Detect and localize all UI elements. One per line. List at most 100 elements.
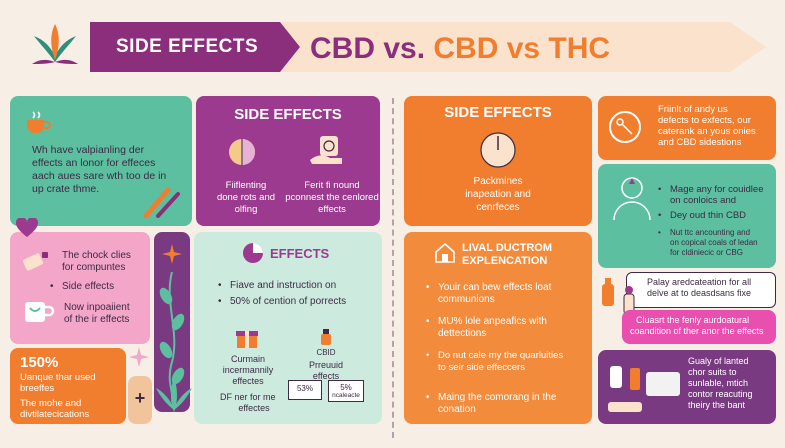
intro-line-3: aach aues sare wth too de in [32, 170, 167, 182]
effects-sub-left-1: Curmain [230, 354, 265, 364]
explanation-title-1: LIVAL DUCTROM [462, 242, 553, 254]
explanation-bullet-2a: MU% lole anpeafics with [426, 316, 547, 328]
house-icon [435, 242, 455, 263]
stat-card: 150% Uanque thar used breeffes The mohe … [10, 348, 126, 424]
header-arrow-banner [90, 22, 766, 72]
timer-icon [480, 132, 516, 168]
side-effects-left-text-2: done rots and [216, 192, 276, 203]
header-title-part2: CBD vs THC [433, 32, 611, 65]
purple-card-right: Gualy of lanted chor suits to sunlable, … [598, 350, 776, 424]
top-right-line-2: defects to exfects, our [658, 115, 751, 126]
pink-left-line-2: Side effects [50, 281, 114, 293]
effects-sub-left-2: incermannily [222, 365, 274, 375]
stat-line-2a: The mohe and [20, 398, 82, 409]
cannabis-leaf-icon [156, 378, 192, 412]
side-effects-left-text-1: Fiiflenting [225, 180, 267, 191]
effects-bullet-2: 50% of cention of porrects [218, 296, 346, 308]
intro-card: Wh have valpianling der effects an lonor… [10, 96, 192, 226]
purple-right-line-3: sunlable, mtich [688, 378, 749, 388]
scissors-icon [609, 111, 641, 143]
effects-sub-left-3: effectes [232, 376, 264, 386]
pink-right-line-2: coandition of ther anor the effects [630, 326, 764, 336]
teal-bullet-3c: for cldiniecic or CBG [670, 248, 743, 257]
cbd-hand-icon [310, 136, 342, 164]
explanation-bullet-1b: communions [438, 294, 495, 305]
heart-icon [16, 218, 38, 237]
intro-line-4: up crate thme. [32, 183, 100, 195]
effects-sub-left-bullet-2: effectes [238, 403, 270, 413]
side-effects-right-text-1: Ferit fi nound [304, 180, 360, 191]
effects-card: EFFECTS Fiave and instruction on 50% of … [194, 232, 382, 424]
callout-card: Palay aredcateation for all delve at to … [626, 272, 776, 308]
side-effects-right-1: Packmines [473, 176, 523, 187]
coffee-cup-icon [27, 111, 51, 133]
mini-box-2-label: ncaleacte [332, 392, 360, 399]
plus-card: + [128, 376, 152, 424]
stat-value: 150% [20, 354, 59, 371]
effects-bullet-1: Fiave and instruction on [218, 280, 336, 292]
explanation-card: LIVAL DUCTROM EXPLENCATION Youir can bew… [404, 232, 592, 424]
stat-line-2b: divtilatecications [20, 409, 90, 420]
pink-card-left: The chock clies for compuntes Side effec… [10, 232, 150, 344]
side-effects-title-left: SIDE EFFECTS [234, 106, 342, 123]
explanation-title-2: EXPLENCATION [462, 255, 548, 267]
header-title-part1: CBD vs. [310, 32, 434, 65]
products-icon [608, 366, 642, 412]
purple-right-line-5: theiry the bant [688, 400, 746, 410]
side-effects-right-2: inapeation and [465, 189, 531, 200]
side-effects-right-text-2: pconnest the cenlored [285, 192, 379, 203]
vine-leaves-icon [159, 272, 185, 402]
effects-sub-right-label: CBID [316, 348, 336, 357]
pink-flower-icon [129, 347, 149, 367]
explanation-bullet-4a: Maing the comorang in the [426, 392, 556, 404]
explanation-bullet-3b: to seir side effeccers [438, 362, 525, 373]
mini-box-2: 5% ncaleacte [328, 380, 364, 402]
oil-bottle-icon [321, 329, 331, 345]
flower-icon [162, 244, 182, 264]
person-icon [613, 177, 651, 221]
purple-right-line-4: contor reacuting [688, 389, 753, 399]
pink-left-line-1b: for compuntes [62, 262, 126, 273]
mug-icon [25, 302, 55, 322]
intro-line-2: effects an lonor for effeces [32, 157, 156, 169]
leaf-strip [154, 232, 190, 412]
pink-right-line-1: Cluasrt the fenly aurdoatural [636, 315, 750, 325]
teal-bullet-2: Dey oud thin CBD [658, 210, 746, 221]
effects-sub-left-bullet-1: DF ner for me [220, 392, 276, 402]
teal-bullet-1b: on conloics and [670, 195, 737, 206]
teal-bullet-3b: on copical coals of ledan [670, 238, 758, 247]
effects-sub-right-1: Prreuuid [308, 360, 344, 370]
explanation-bullet-4b: conation [438, 404, 476, 415]
top-right-line-4: and CBD sidestions [658, 137, 742, 148]
purple-right-line-1: Gualy of lanted [688, 356, 749, 366]
pink-left-line-3b: of the ir effects [64, 314, 130, 325]
dropper-bottle-icon [22, 252, 48, 271]
stat-line-1a: Uanque thar used [20, 372, 96, 383]
side-effects-title-right: SIDE EFFECTS [444, 104, 552, 121]
teal-bullet-1a: Mage any for couidlee [658, 184, 764, 195]
banner-label: SIDE EFFECTS [116, 36, 259, 57]
purple-right-line-2: chor suits to [688, 367, 737, 377]
top-right-line-3: caterank an yous onies [658, 126, 756, 137]
pink-card-right: Cluasrt the fenly aurdoatural coandition… [622, 310, 776, 344]
teal-card-right: Mage any for couidlee on conloics and De… [598, 164, 776, 268]
mini-box-1-value: 53% [296, 384, 313, 393]
bottle-icon [602, 278, 614, 306]
herb-sprig-icon [143, 187, 180, 218]
effects-sub-right-2: effects [312, 371, 340, 381]
plus-icon: + [134, 388, 146, 408]
callout-line-1: Palay aredcateation for all [647, 277, 752, 287]
header-title: CBD vs. CBD vs THC [310, 31, 610, 66]
dropper-icon [623, 286, 635, 315]
header: SIDE EFFECTS CBD vs. CBD vs THC [0, 0, 785, 82]
pink-left-line-1a: The chock clies [62, 250, 131, 261]
side-effects-right-text-3: effects [318, 204, 346, 215]
mini-box-1: 53% [288, 380, 322, 400]
top-right-line-1: Friinlt of andy us [658, 104, 728, 115]
intro-line-1: Wh have valpianling der [32, 144, 145, 156]
explanation-bullet-1a: Youir can bew effects loat [426, 282, 551, 294]
pie-chart-icon [243, 243, 263, 263]
half-circle-icon [229, 139, 255, 165]
side-effects-card-left: SIDE EFFECTS Fiiflenting done rots and o… [196, 96, 380, 226]
side-effects-left-text-3: olfing [234, 204, 258, 215]
